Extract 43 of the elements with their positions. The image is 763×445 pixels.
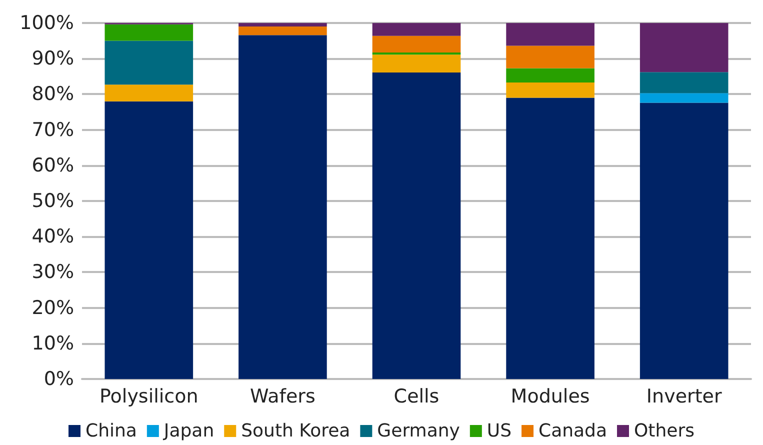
bar [506, 68, 594, 82]
bar [506, 82, 594, 98]
y-tick-label: 30% [32, 261, 74, 284]
y-tick-label: 70% [32, 118, 74, 141]
legend-label: US [486, 420, 512, 442]
bar [238, 26, 327, 36]
bar [506, 98, 594, 379]
x-tick-label: Wafers [250, 386, 316, 408]
bar [104, 24, 194, 41]
bar [640, 102, 728, 379]
legend-label: China [86, 420, 137, 442]
x-tick-label: Cells [394, 386, 440, 408]
bar [104, 40, 194, 85]
y-tick-label: 80% [32, 83, 74, 106]
y-tick-label: 60% [32, 154, 74, 176]
y-tick-label: 40% [32, 226, 74, 248]
bar [506, 46, 594, 68]
bar [372, 54, 461, 72]
y-tick-label: 0% [44, 368, 74, 390]
bar [640, 93, 728, 103]
bar [238, 35, 327, 379]
y-tick-label: 10% [32, 332, 74, 354]
legend-label: Japan [162, 420, 214, 442]
bar [372, 36, 461, 53]
x-tick-label: Inverter [646, 386, 722, 408]
legend-label: Others [634, 420, 695, 442]
x-tick-label: Modules [510, 386, 590, 408]
bar [506, 23, 594, 46]
y-tick-label: 20% [32, 296, 74, 319]
bar [640, 23, 728, 72]
bar [372, 72, 461, 379]
legend-label: Germany [377, 420, 460, 442]
y-tick-label: 90% [32, 48, 74, 70]
bar [372, 23, 461, 36]
y-tick-label: 100% [20, 12, 74, 34]
bar [640, 72, 728, 94]
bar [104, 101, 194, 379]
bar [104, 84, 194, 102]
x-tick-label: Polysilicon [100, 386, 198, 408]
legend-label: South Korea [241, 420, 350, 442]
y-tick-label: 50% [32, 190, 74, 212]
legend-label: Canada [538, 420, 608, 442]
bar [238, 23, 327, 27]
